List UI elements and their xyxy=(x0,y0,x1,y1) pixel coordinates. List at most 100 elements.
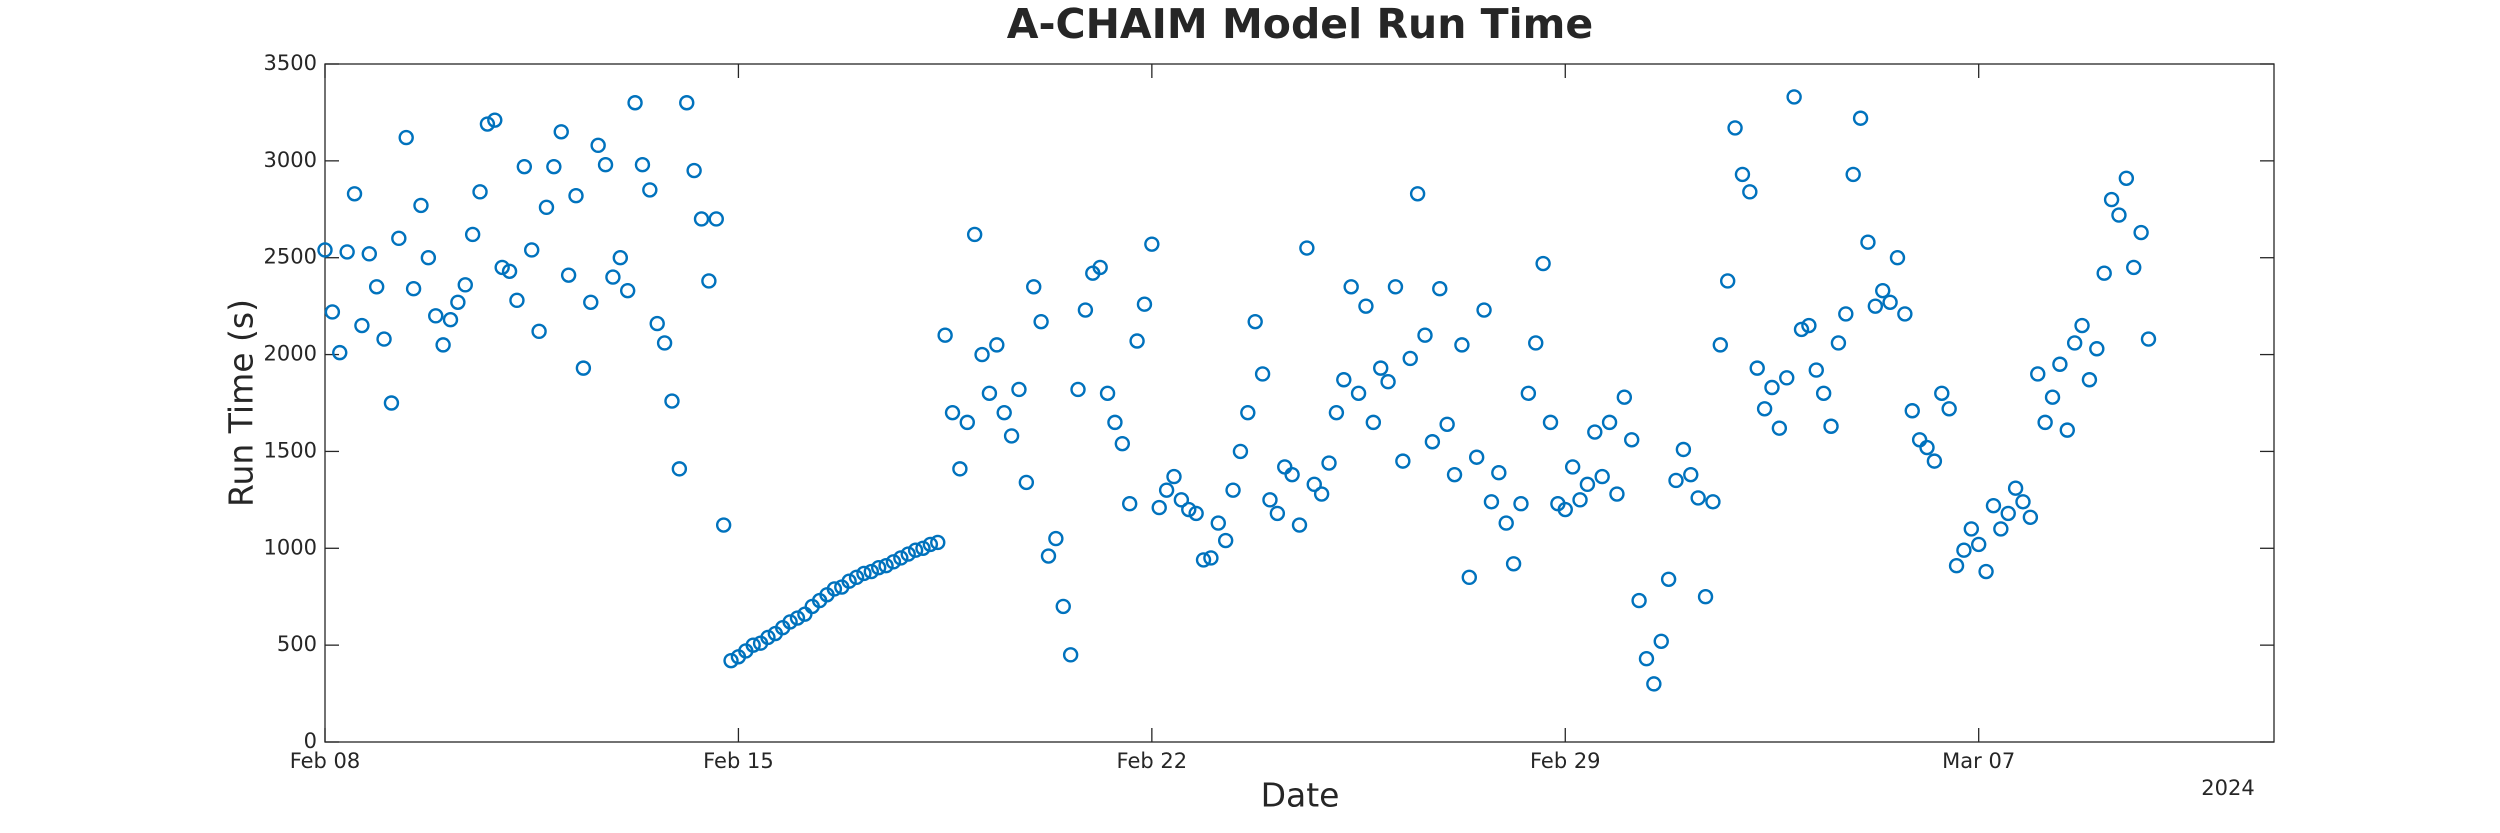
point xyxy=(2052,356,2068,372)
point xyxy=(634,157,651,173)
point xyxy=(2111,207,2127,223)
point xyxy=(2074,317,2090,334)
point xyxy=(848,569,865,586)
point xyxy=(1011,381,1027,398)
point xyxy=(2081,372,2098,388)
point xyxy=(1535,255,1551,272)
point xyxy=(693,211,710,227)
point xyxy=(442,312,459,328)
point xyxy=(590,137,606,154)
point xyxy=(789,610,806,626)
point xyxy=(339,244,355,260)
point xyxy=(560,267,577,283)
point xyxy=(1122,496,1138,512)
point xyxy=(524,242,540,258)
point xyxy=(1993,521,2009,537)
point xyxy=(413,197,429,214)
point xyxy=(679,95,695,111)
point xyxy=(1675,441,1692,458)
point xyxy=(1343,279,1359,295)
point xyxy=(1808,362,1824,378)
point xyxy=(1941,401,1957,417)
point xyxy=(597,157,614,173)
point xyxy=(1055,598,1071,615)
point xyxy=(1269,505,1286,522)
point xyxy=(1387,279,1404,295)
point xyxy=(1461,569,1477,586)
point xyxy=(1904,403,1920,419)
point xyxy=(1934,385,1950,402)
point xyxy=(1838,306,1854,322)
point xyxy=(1114,435,1131,452)
point xyxy=(2118,170,2135,186)
point xyxy=(420,250,437,266)
point xyxy=(2007,480,2024,496)
point xyxy=(1454,337,1470,353)
point xyxy=(553,124,569,140)
point xyxy=(509,292,525,309)
x-tick-label: Feb 22 xyxy=(1117,749,1188,773)
point xyxy=(1948,558,1965,574)
point xyxy=(1638,651,1655,667)
x-tick-label: Mar 07 xyxy=(1942,749,2015,773)
point xyxy=(317,242,333,258)
point xyxy=(1786,89,1802,105)
point xyxy=(1683,466,1699,483)
point xyxy=(642,182,658,198)
point xyxy=(1225,482,1241,498)
point xyxy=(368,279,385,295)
point xyxy=(1217,532,1234,549)
point xyxy=(1476,302,1492,318)
point xyxy=(1815,385,1832,402)
point xyxy=(2103,191,2120,208)
point xyxy=(1520,385,1537,402)
y-tick-label: 0 xyxy=(304,729,317,753)
point xyxy=(376,331,392,347)
point xyxy=(1712,337,1729,353)
point xyxy=(2037,414,2053,431)
point xyxy=(1860,234,1876,250)
point xyxy=(974,346,990,363)
point xyxy=(332,344,348,361)
point xyxy=(1579,476,1596,493)
point xyxy=(1299,240,1315,256)
point xyxy=(1026,279,1042,295)
point xyxy=(649,315,665,332)
chart-title: A-CHAIM Model Run Time xyxy=(1007,0,1593,48)
point xyxy=(457,277,473,293)
point xyxy=(2096,265,2112,281)
point xyxy=(501,263,518,279)
point xyxy=(1284,466,1300,483)
point xyxy=(1882,294,1898,310)
point xyxy=(1557,501,1573,518)
point xyxy=(944,404,961,421)
point xyxy=(760,629,776,646)
point xyxy=(1144,236,1160,252)
point xyxy=(1306,476,1322,493)
point xyxy=(863,563,880,580)
point xyxy=(878,558,894,574)
point xyxy=(398,129,414,146)
point xyxy=(1033,313,1049,330)
point xyxy=(479,116,496,132)
point xyxy=(1801,317,1817,334)
point xyxy=(1166,468,1182,485)
point xyxy=(686,162,702,179)
point xyxy=(1756,401,1773,417)
point xyxy=(959,414,975,431)
point xyxy=(2030,366,2046,382)
point xyxy=(1513,496,1529,512)
point xyxy=(627,95,643,111)
point xyxy=(989,337,1005,353)
point xyxy=(1852,110,1869,126)
plot-frame xyxy=(324,63,2275,743)
point xyxy=(885,554,902,570)
point xyxy=(1062,647,1079,663)
point xyxy=(1254,366,1271,382)
point xyxy=(1446,466,1463,483)
x-tick-label: Feb 15 xyxy=(703,749,774,773)
point xyxy=(494,259,510,276)
y-axis-label: Run Time (s) xyxy=(222,299,261,507)
point xyxy=(464,226,481,243)
y-tick-label: 2000 xyxy=(264,342,317,366)
